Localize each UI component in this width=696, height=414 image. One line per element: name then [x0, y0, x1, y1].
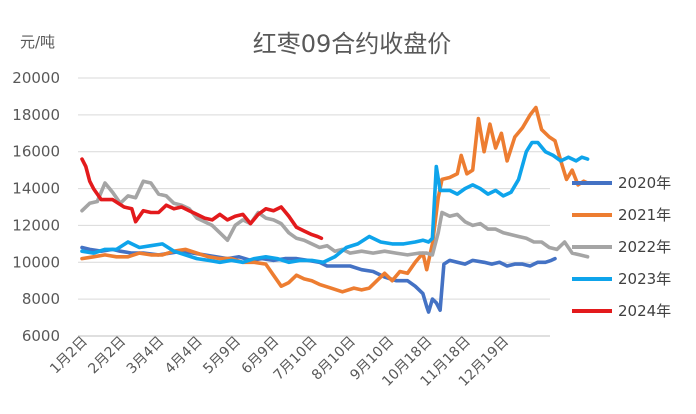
series-line-1 — [80, 245, 557, 314]
chart-title: 红枣09合约收盘价 — [253, 30, 452, 58]
y-tick-label: 16000 — [12, 143, 60, 161]
y-axis-ticks: 6000 8000 10000 12000 14000 16000 18000 20000 — [12, 69, 60, 345]
x-tick-label: 2月2日 — [85, 334, 129, 378]
y-unit-label: 元/吨 — [20, 33, 55, 51]
x-axis-ticks: 1月2日2月2日3月4日4月4日5月9日6月9日7月10日8月10日9月10日1… — [47, 334, 512, 390]
y-tick-label: 12000 — [12, 216, 60, 234]
x-tick-label: 5月9日 — [200, 334, 244, 378]
x-tick-label: 3月4日 — [124, 334, 168, 378]
x-tick-label: 4月4日 — [162, 334, 206, 378]
y-tick-label: 8000 — [22, 290, 60, 308]
series-lines — [80, 105, 590, 314]
series-line-4 — [80, 140, 590, 265]
series-line-5 — [80, 157, 324, 241]
y-tick-label: 6000 — [22, 327, 60, 345]
legend-label: 2023年 — [618, 270, 671, 288]
legend-label: 2024年 — [618, 302, 671, 320]
legend: 2020年 2021年 2022年 2023年 2024年 — [572, 174, 671, 320]
y-tick-label: 20000 — [12, 69, 60, 87]
series-line-2 — [80, 105, 590, 294]
y-tick-label: 14000 — [12, 180, 60, 198]
legend-label: 2021年 — [618, 206, 671, 224]
y-tick-label: 10000 — [12, 253, 60, 271]
series-line-3 — [80, 179, 590, 259]
y-tick-label: 18000 — [12, 106, 60, 124]
legend-label: 2020年 — [618, 174, 671, 192]
legend-label: 2022年 — [618, 238, 671, 256]
